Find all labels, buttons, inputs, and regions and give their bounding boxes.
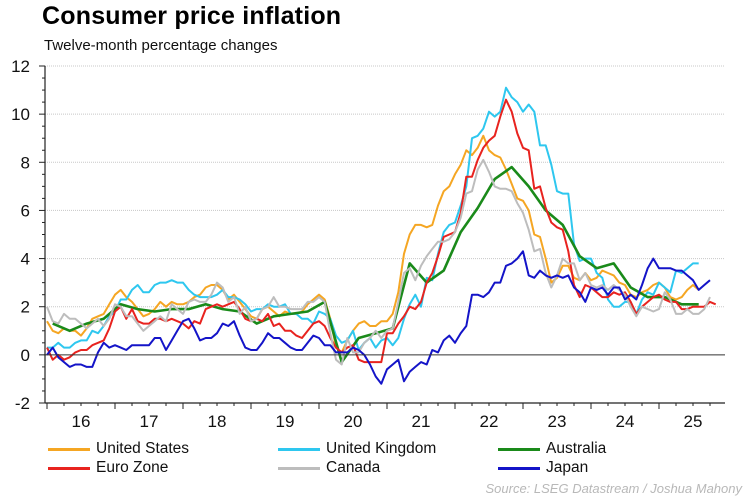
series-line-canada [46,158,711,366]
legend-swatch [498,466,540,470]
series-lines [46,86,717,385]
legend-item-euro-zone: Euro Zone [48,459,168,477]
x-tick-label: 17 [140,412,159,431]
legend-swatch [278,447,320,451]
x-tick-label: 16 [72,412,91,431]
series-line-euro-zone [46,98,717,364]
y-tick-label: -2 [15,394,30,413]
legend-item-canada: Canada [278,459,380,477]
legend-item-united-states: United States [48,440,189,458]
y-tick-label: 8 [21,153,30,172]
x-tick-label: 18 [208,412,227,431]
legend-item-united-kingdom: United Kingdom [278,440,436,458]
x-tick-label: 20 [344,412,363,431]
chart-subtitle: Twelve-month percentage changes [44,37,278,54]
legend-swatch [498,447,540,451]
y-tick-label: 6 [21,201,30,220]
legend-label: United Kingdom [326,440,437,457]
y-tick-label: 12 [11,57,30,76]
x-tick-label: 19 [276,412,295,431]
x-tick-label: 23 [548,412,567,431]
source-note: Source: LSEG Datastream / Joshua Mahony [485,481,742,496]
x-tick-label: 25 [684,412,703,431]
legend-label: Euro Zone [96,459,169,476]
legend-swatch [48,447,90,451]
legend-label: United States [96,440,190,457]
x-tick-label: 21 [412,412,431,431]
y-tick-label: 10 [11,105,30,124]
series-line-australia [52,165,699,364]
y-tick-label: 0 [21,346,30,365]
series-line-united-states [46,134,700,354]
legend-label: Japan [546,459,589,476]
legend-item-australia: Australia [498,440,606,458]
y-tick-label: 4 [21,250,30,269]
legend-swatch [48,466,90,470]
chart-title: Consumer price inflation [42,2,342,30]
legend-swatch [278,466,320,470]
x-tick-label: 24 [616,412,635,431]
x-tick-label: 22 [480,412,499,431]
series-line-japan [46,250,711,385]
series-line-united-kingdom [47,86,699,351]
gridlines [45,65,725,308]
legend-item-japan: Japan [498,459,588,477]
legend-label: Australia [546,440,607,457]
legend-label: Canada [326,459,381,476]
y-tick-label: 2 [21,298,30,317]
